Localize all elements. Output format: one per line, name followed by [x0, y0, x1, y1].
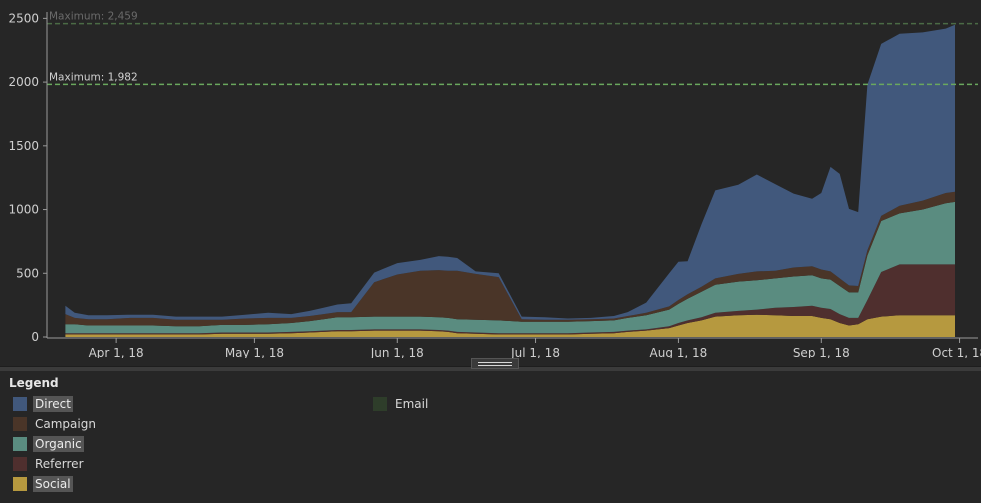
- legend-label-direct: Direct: [33, 396, 73, 412]
- legend-label-organic: Organic: [33, 436, 84, 452]
- legend-swatch-email: [373, 397, 387, 411]
- y-tick-label: 500: [16, 266, 39, 280]
- y-tick-label: 0: [31, 330, 39, 344]
- legend-item-email[interactable]: Email: [373, 395, 430, 413]
- legend-panel: Legend Direct Campaign Organic Referrer …: [0, 371, 981, 503]
- y-tick-label: 1500: [8, 139, 39, 153]
- reference-line-label-2: Maximum: 1,982: [49, 71, 138, 83]
- legend-item-direct[interactable]: Direct: [13, 395, 73, 413]
- legend-title: Legend: [9, 376, 59, 390]
- legend-item-organic[interactable]: Organic: [13, 435, 84, 453]
- x-tick-label: Aug 1, 18: [650, 346, 708, 358]
- x-tick-label: Apr 1, 18: [89, 346, 144, 358]
- chart-area[interactable]: Maximum: 2,459 Maximum: 1,982 0 500 1000 1500…: [0, 0, 981, 358]
- legend-label-social: Social: [33, 476, 73, 492]
- y-tick-label: 1000: [8, 203, 39, 217]
- y-tick-label: 2500: [8, 11, 39, 25]
- x-tick-label: Jul 1, 18: [510, 346, 560, 358]
- x-tick-label: May 1, 18: [225, 346, 284, 358]
- legend-swatch-organic: [13, 437, 27, 451]
- legend-swatch-direct: [13, 397, 27, 411]
- x-tick-label: Jun 1, 18: [370, 346, 424, 358]
- area-series-social: [65, 314, 955, 337]
- x-tick-label: Sep 1, 18: [793, 346, 850, 358]
- area-series-organic: [65, 201, 955, 334]
- legend-item-social[interactable]: Social: [13, 475, 73, 493]
- legend-label-referrer: Referrer: [35, 457, 84, 471]
- legend-swatch-campaign: [13, 417, 27, 431]
- area-series-direct: [65, 24, 955, 320]
- area-series-campaign: [65, 191, 955, 327]
- legend-label-campaign: Campaign: [35, 417, 96, 431]
- reference-line-label-1: Maximum: 2,459: [49, 11, 138, 23]
- stacked-area-chart[interactable]: Maximum: 2,459 Maximum: 1,982 0 500 1000 1500…: [0, 0, 981, 358]
- legend-item-referrer[interactable]: Referrer: [13, 455, 86, 473]
- legend-label-email: Email: [395, 397, 429, 411]
- legend-swatch-referrer: [13, 457, 27, 471]
- legend-item-campaign[interactable]: Campaign: [13, 415, 98, 433]
- legend-swatch-social: [13, 477, 27, 491]
- y-tick-label: 2000: [8, 75, 39, 89]
- x-tick-label: Oct 1, 18: [932, 346, 981, 358]
- resize-handle[interactable]: [471, 358, 519, 369]
